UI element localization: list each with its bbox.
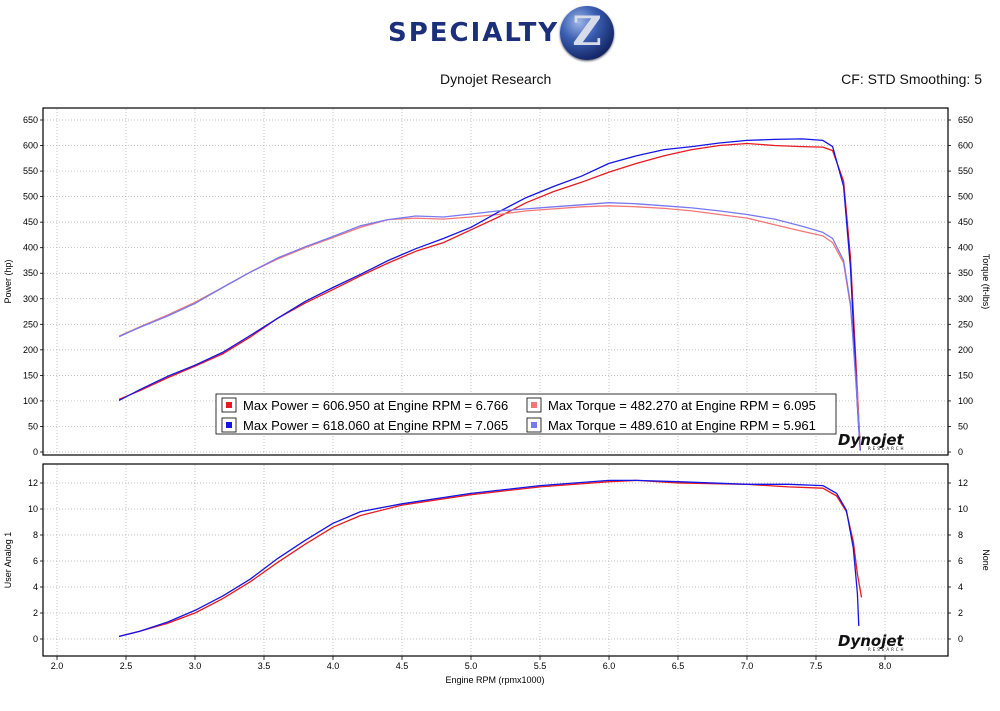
- x-tick-label: 3.0: [189, 661, 202, 671]
- x-tick-label: 4.0: [327, 661, 340, 671]
- x-tick-label: 6.0: [603, 661, 616, 671]
- power-tick-label: 400: [23, 243, 38, 253]
- power-torque-right-tick-label: 150: [958, 370, 973, 380]
- x-tick-label: 2.0: [51, 661, 64, 671]
- x-tick-label: 8.0: [879, 661, 892, 671]
- power-torque-watermark: Dynojet: [838, 431, 905, 449]
- legend-swatch-3: [531, 422, 537, 428]
- legend: Max Power = 606.950 at Engine RPM = 6.76…: [215, 393, 837, 435]
- power-torque-right-tick-label: 300: [958, 294, 973, 304]
- analog-tick-label: 10: [28, 504, 38, 514]
- analog-series-1: [118, 479, 860, 638]
- analog-tick-label: 2: [33, 608, 38, 618]
- power-torque-series-3: [118, 202, 861, 450]
- power-torque-y2label: Torque (ft-lbs): [981, 254, 991, 310]
- power-torque-right-tick-label: 600: [958, 141, 973, 151]
- analog-y2label: None: [981, 549, 991, 571]
- power-tick-label: 650: [23, 115, 38, 125]
- power-torque-right-tick-label: 100: [958, 396, 973, 406]
- power-torque-right-tick-label: 550: [958, 166, 973, 176]
- power-tick-label: 550: [23, 166, 38, 176]
- analog-panel: 0 0 2 2 4 4 6 6 8 8 10 10 12 12 User Analog 1 None Dynoj…: [3, 463, 991, 685]
- x-tick-label: 5.5: [534, 661, 547, 671]
- analog-tick-label: 8: [33, 530, 38, 540]
- analog-tick-label: 12: [28, 478, 38, 488]
- power-tick-label: 500: [23, 192, 38, 202]
- analog-right-tick-label: 4: [958, 582, 963, 592]
- power-tick-label: 50: [28, 421, 38, 431]
- x-tick-label: 5.0: [465, 661, 478, 671]
- analog-tick-label: 0: [33, 634, 38, 644]
- power-torque-right-tick-label: 450: [958, 217, 973, 227]
- power-tick-label: 450: [23, 217, 38, 227]
- power-torque-right-tick-label: 200: [958, 345, 973, 355]
- legend-swatch-0: [226, 402, 232, 408]
- legend-swatch-1: [531, 402, 537, 408]
- power-torque-right-tick-label: 250: [958, 319, 973, 329]
- analog-frame: [42, 463, 949, 657]
- legend-entry-2: Max Power = 618.060 at Engine RPM = 7.06…: [243, 418, 508, 433]
- power-tick-label: 200: [23, 345, 38, 355]
- analog-ylabel: User Analog 1: [3, 532, 13, 589]
- power-torque-right-tick-label: 50: [958, 421, 968, 431]
- power-torque-series-0: [118, 142, 861, 450]
- correction-factor-info: CF: STD Smoothing: 5: [841, 71, 982, 87]
- legend-entry-1: Max Torque = 482.270 at Engine RPM = 6.0…: [548, 398, 816, 413]
- analog-watermark-sub: RESEARCH: [868, 647, 906, 652]
- legend-swatch-2: [226, 422, 232, 428]
- power-tick-label: 100: [23, 396, 38, 406]
- power-tick-label: 600: [23, 141, 38, 151]
- power-torque-right-tick-label: 350: [958, 268, 973, 278]
- power-torque-right-tick-label: 500: [958, 192, 973, 202]
- analog-right-tick-label: 12: [958, 478, 968, 488]
- power-torque-watermark-sub: RESEARCH: [868, 446, 906, 451]
- analog-right-tick-label: 8: [958, 530, 963, 540]
- report-source: Dynojet Research: [440, 71, 552, 87]
- analog-tick-label: 6: [33, 556, 38, 566]
- power-torque-ylabel: Power (hp): [3, 259, 13, 303]
- legend-entry-3: Max Torque = 489.610 at Engine RPM = 5.9…: [548, 418, 816, 433]
- x-tick-label: 2.5: [120, 661, 133, 671]
- power-tick-label: 250: [23, 319, 38, 329]
- legend-box: [215, 393, 837, 435]
- logo-text: SPECIALTY: [388, 18, 560, 48]
- x-tick-label: 4.5: [396, 661, 409, 671]
- x-tick-label: 7.0: [741, 661, 754, 671]
- analog-right-tick-label: 0: [958, 634, 963, 644]
- specialty-z-logo: SPECIALTY Z: [388, 6, 618, 62]
- power-tick-label: 300: [23, 294, 38, 304]
- x-axis-label: Engine RPM (rpmx1000): [445, 675, 544, 685]
- power-tick-label: 350: [23, 268, 38, 278]
- logo-badge: Z: [560, 6, 614, 60]
- power-torque-series-2: [118, 138, 861, 451]
- analog-right-tick-label: 2: [958, 608, 963, 618]
- power-tick-label: 0: [33, 447, 38, 457]
- power-torque-right-tick-label: 0: [958, 447, 963, 457]
- x-tick-label: 3.5: [258, 661, 271, 671]
- analog-right-tick-label: 10: [958, 504, 968, 514]
- power-torque-right-tick-label: 650: [958, 115, 973, 125]
- power-tick-label: 150: [23, 370, 38, 380]
- legend-entry-0: Max Power = 606.950 at Engine RPM = 6.76…: [243, 398, 508, 413]
- analog-watermark: Dynojet: [838, 632, 905, 650]
- x-tick-label: 7.5: [810, 661, 823, 671]
- analog-right-tick-label: 6: [958, 556, 963, 566]
- x-tick-label: 6.5: [672, 661, 685, 671]
- analog-series-0: [118, 479, 863, 638]
- power-torque-right-tick-label: 400: [958, 243, 973, 253]
- analog-tick-label: 4: [33, 582, 38, 592]
